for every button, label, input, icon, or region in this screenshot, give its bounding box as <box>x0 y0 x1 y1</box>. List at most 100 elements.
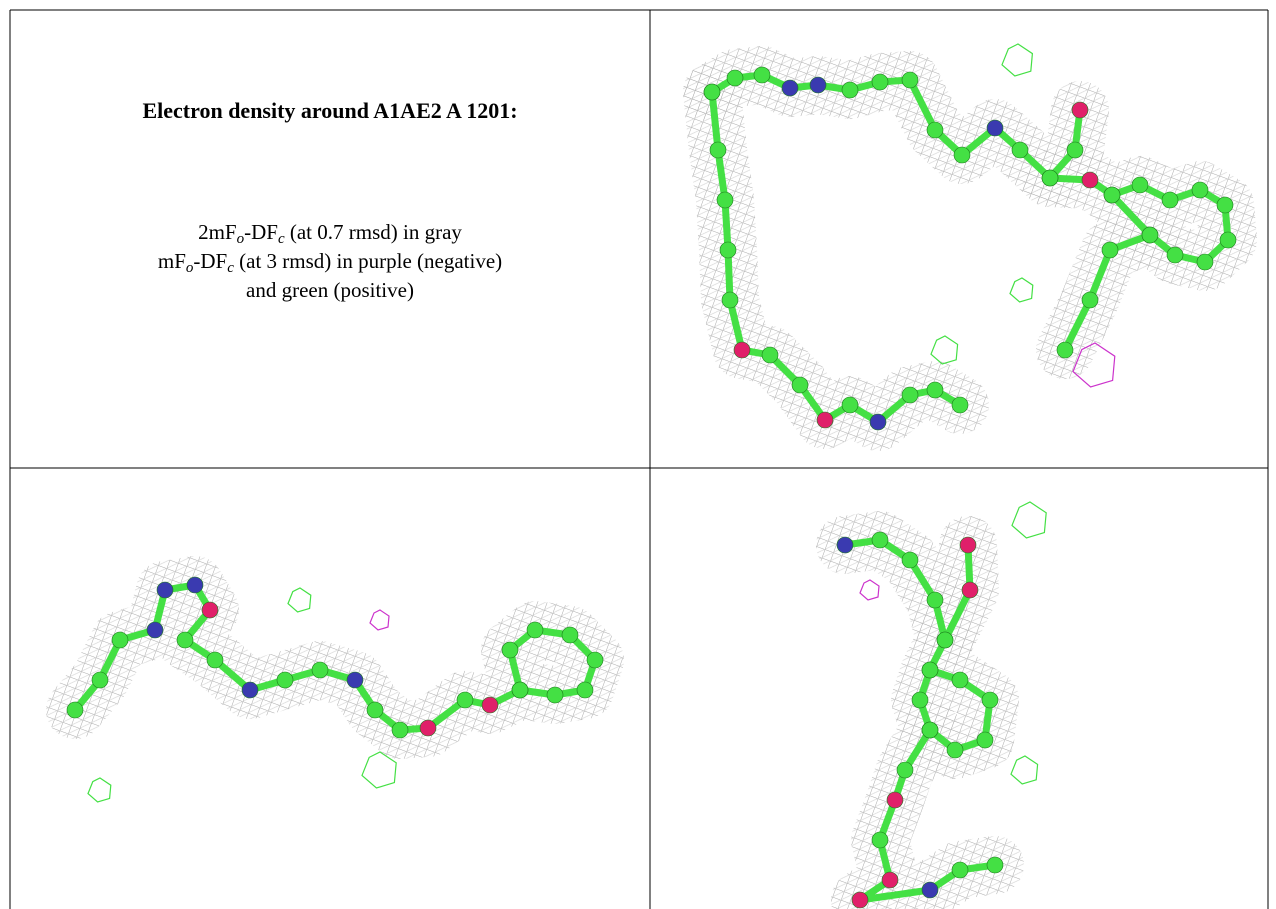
atom <box>206 651 224 669</box>
atom <box>1131 176 1149 194</box>
table-borders <box>9 9 1269 909</box>
text: mF <box>157 249 186 273</box>
atom <box>1219 231 1237 249</box>
atom <box>926 121 944 139</box>
atom <box>936 631 954 649</box>
text: 2mF <box>198 220 237 244</box>
atom <box>1166 246 1184 264</box>
atom <box>419 719 437 737</box>
subscript: o <box>236 231 245 247</box>
atom <box>456 691 474 709</box>
atom <box>241 681 259 699</box>
atom <box>951 396 969 414</box>
atom <box>881 871 899 889</box>
difference-density <box>930 335 959 365</box>
atom <box>1216 196 1234 214</box>
density-mesh <box>46 556 624 759</box>
heading: Electron density around A1AE2 A 1201: <box>142 98 518 123</box>
atom <box>896 761 914 779</box>
atom <box>886 791 904 809</box>
difference-density <box>287 587 312 613</box>
atom <box>726 69 744 87</box>
atom <box>961 581 979 599</box>
atom <box>546 686 564 704</box>
atom <box>176 631 194 649</box>
atom <box>1041 169 1059 187</box>
atom <box>716 191 734 209</box>
atom <box>501 641 519 659</box>
atom <box>1066 141 1084 159</box>
legend: 2mFo-DFc (at 0.7 rmsd) in gray mFo-DFc (… <box>10 218 650 305</box>
atom <box>1161 191 1179 209</box>
atom <box>986 119 1004 137</box>
atom <box>1056 341 1074 359</box>
atom <box>976 731 994 749</box>
atom <box>953 146 971 164</box>
atom <box>1081 291 1099 309</box>
atom <box>911 691 929 709</box>
atom <box>1141 226 1159 244</box>
difference-density <box>369 609 390 631</box>
atom <box>981 691 999 709</box>
atom <box>526 621 544 639</box>
difference-density <box>1009 277 1034 303</box>
atom <box>276 671 294 689</box>
difference-density <box>1010 755 1039 785</box>
atom <box>1101 241 1119 259</box>
difference-density <box>859 579 880 601</box>
atom <box>719 241 737 259</box>
atom <box>871 531 889 549</box>
atom <box>951 861 969 879</box>
difference-density <box>87 777 112 803</box>
atom <box>146 621 164 639</box>
text: (at 3 rmsd) in purple (negative) <box>233 249 503 273</box>
atom <box>1103 186 1121 204</box>
atom <box>791 376 809 394</box>
atom <box>481 696 499 714</box>
caption-cell: Electron density around A1AE2 A 1201: 2m… <box>10 10 650 468</box>
atom <box>753 66 771 84</box>
difference-density <box>1001 43 1034 77</box>
atom <box>66 701 84 719</box>
atom <box>1081 171 1099 189</box>
atom <box>841 396 859 414</box>
atom <box>809 76 827 94</box>
text: -DF <box>193 249 228 273</box>
atom <box>926 381 944 399</box>
subscript: c <box>227 260 234 276</box>
atom <box>816 411 834 429</box>
atom <box>951 671 969 689</box>
atom <box>156 581 174 599</box>
atom <box>511 681 529 699</box>
atom <box>761 346 779 364</box>
legend-line: mFo-DFc (at 3 rmsd) in purple (negative) <box>10 247 650 276</box>
difference-density <box>1072 342 1116 388</box>
atom <box>869 413 887 431</box>
text: (at 0.7 rmsd) in gray <box>284 220 462 244</box>
atom <box>709 141 727 159</box>
atom <box>959 536 977 554</box>
atom <box>311 661 329 679</box>
density-mesh <box>683 46 1109 207</box>
subscript: o <box>185 260 194 276</box>
atom <box>946 741 964 759</box>
atom <box>926 591 944 609</box>
atom <box>576 681 594 699</box>
atom <box>1191 181 1209 199</box>
atom <box>901 551 919 569</box>
atom <box>841 81 859 99</box>
atom <box>921 661 939 679</box>
molecule-renderings <box>46 43 1257 909</box>
text: and green (positive) <box>246 278 414 302</box>
atom <box>733 341 751 359</box>
legend-line: 2mFo-DFc (at 0.7 rmsd) in gray <box>10 218 650 247</box>
bond <box>1061 231 1152 352</box>
atom <box>986 856 1004 874</box>
atom <box>921 881 939 899</box>
atom <box>366 701 384 719</box>
atom <box>901 71 919 89</box>
atom <box>721 291 739 309</box>
atom <box>561 626 579 644</box>
atom <box>1196 253 1214 271</box>
